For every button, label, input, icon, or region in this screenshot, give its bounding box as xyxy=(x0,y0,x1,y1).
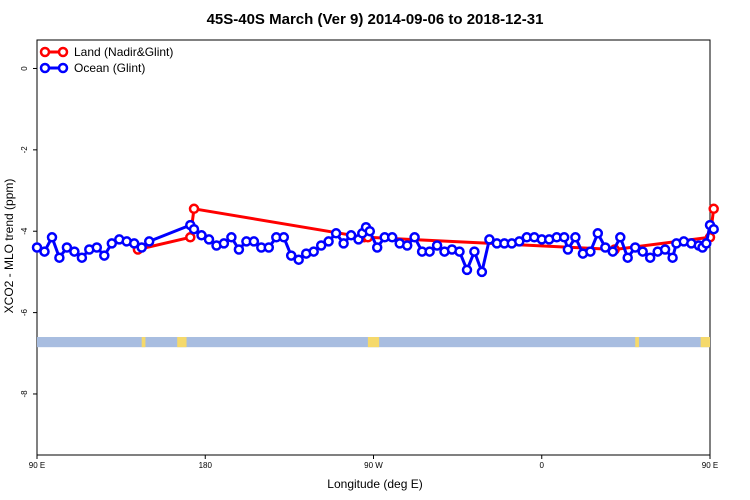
data-point xyxy=(570,232,581,243)
data-point xyxy=(484,234,495,245)
data-point xyxy=(562,244,574,255)
data-point xyxy=(600,242,611,253)
data-point xyxy=(338,238,349,249)
data-point xyxy=(39,246,50,257)
data-point xyxy=(76,252,88,263)
data-point xyxy=(278,232,290,243)
legend-item-land: Land (Nadir&Glint) xyxy=(39,45,173,59)
data-point xyxy=(196,230,207,241)
data-point xyxy=(345,230,357,241)
data-point xyxy=(629,242,641,253)
data-point xyxy=(585,246,596,257)
data-point xyxy=(143,236,155,247)
data-point xyxy=(401,240,413,251)
data-point xyxy=(592,228,604,239)
x-tick-label: 90 E xyxy=(29,461,45,470)
data-point xyxy=(644,252,656,263)
x-tick-label: 0 xyxy=(540,461,545,470)
data-point xyxy=(708,223,719,235)
land-mask-band xyxy=(37,337,710,348)
series-group xyxy=(31,203,719,278)
land-patch xyxy=(635,337,639,348)
data-point xyxy=(607,246,619,257)
data-point xyxy=(454,246,465,257)
land-patch xyxy=(700,337,710,348)
x-axis: 90 E 180 90 W 0 90 E xyxy=(29,455,718,470)
data-point xyxy=(667,252,678,263)
data-point xyxy=(371,242,383,253)
series-1 xyxy=(31,219,719,278)
data-point xyxy=(218,238,230,249)
y-tick-label: -6 xyxy=(20,308,29,316)
data-point xyxy=(46,232,58,243)
data-point xyxy=(461,264,473,276)
data-point xyxy=(469,246,480,257)
data-point xyxy=(558,232,570,243)
legend-marker-land xyxy=(39,46,51,58)
data-point xyxy=(701,238,712,249)
data-point xyxy=(61,242,73,253)
data-point xyxy=(615,232,626,243)
legend-label-ocean: Ocean (Glint) xyxy=(74,61,145,75)
legend: Land (Nadir&Glint) Ocean (Glint) xyxy=(39,45,173,75)
data-point xyxy=(424,246,435,257)
data-point xyxy=(386,232,398,243)
data-point xyxy=(622,252,633,263)
data-point xyxy=(188,223,200,235)
data-point xyxy=(226,232,237,243)
x-axis-label: Longitude (deg E) xyxy=(327,477,422,491)
legend-marker-land xyxy=(57,46,69,58)
chart-title: 45S-40S March (Ver 9) 2014-09-06 to 2018… xyxy=(207,11,544,28)
data-point xyxy=(409,232,420,243)
x-tick-label: 180 xyxy=(199,461,213,470)
data-point xyxy=(476,266,488,278)
x-tick-label: 90 W xyxy=(364,461,383,470)
data-point xyxy=(233,244,245,255)
data-point xyxy=(364,225,376,237)
data-point xyxy=(248,236,260,247)
legend-marker-ocean xyxy=(57,62,69,74)
data-point xyxy=(69,246,80,257)
data-point xyxy=(637,246,648,257)
y-tick-label: -8 xyxy=(20,390,29,398)
land-patch xyxy=(177,337,187,348)
data-point xyxy=(91,242,103,253)
data-point xyxy=(99,250,110,261)
data-point xyxy=(185,232,196,243)
data-point xyxy=(293,254,304,265)
legend-marker-ocean xyxy=(39,62,51,74)
data-point xyxy=(203,234,215,245)
data-point xyxy=(323,236,334,247)
y-axis-label: XCO2 - MLO trend (ppm) xyxy=(2,179,16,314)
data-point xyxy=(659,244,671,255)
y-tick-label: 0 xyxy=(20,66,29,71)
data-point xyxy=(106,238,118,249)
data-point xyxy=(263,242,275,253)
land-patch xyxy=(367,337,380,348)
x-tick-label: 90 E xyxy=(702,461,718,470)
data-point xyxy=(54,252,65,263)
legend-item-ocean: Ocean (Glint) xyxy=(39,61,145,75)
data-point xyxy=(128,238,140,249)
data-point xyxy=(31,242,43,253)
data-point xyxy=(136,242,147,253)
legend-label-land: Land (Nadir&Glint) xyxy=(74,45,173,59)
data-point xyxy=(330,228,342,239)
data-point xyxy=(308,246,319,257)
y-axis: 0 -2 -4 -6 -8 xyxy=(20,66,37,398)
data-point xyxy=(708,203,719,215)
y-tick-label: -4 xyxy=(20,227,29,235)
y-tick-label: -2 xyxy=(20,146,29,154)
land-patch xyxy=(141,337,146,348)
data-point xyxy=(285,250,297,261)
data-point xyxy=(514,236,525,247)
data-point xyxy=(188,203,200,215)
data-point xyxy=(431,240,443,251)
data-point xyxy=(315,240,327,251)
